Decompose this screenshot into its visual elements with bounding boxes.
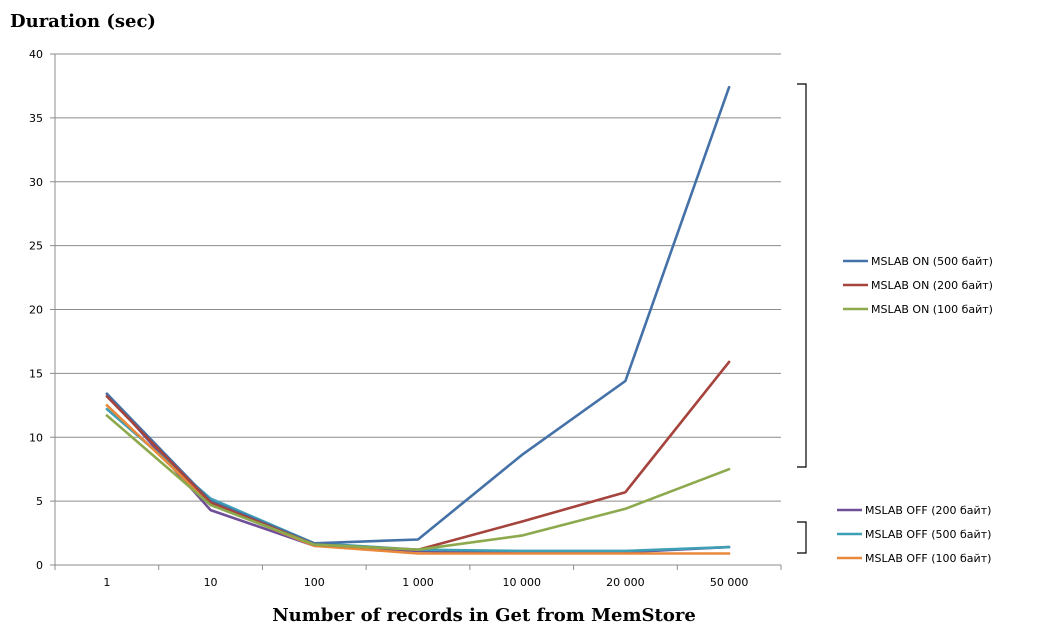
series-line [105, 392, 731, 554]
legend-label: MSLAB OFF (500 байт) [865, 528, 991, 541]
legend-label: MSLAB ON (200 байт) [871, 279, 993, 292]
y-tick-label: 40 [29, 48, 43, 61]
x-tick-label: 1 [103, 576, 110, 589]
legend-label: MSLAB OFF (200 байт) [865, 504, 991, 517]
x-tick-label: 1 000 [402, 576, 434, 589]
legend: MSLAB ON (500 байт) MSLAB ON (200 байт) MS… [837, 255, 993, 565]
legend-label: MSLAB ON (100 байт) [871, 303, 993, 316]
y-tick-label: 25 [29, 240, 43, 253]
series-line [105, 85, 731, 545]
legend-label: MSLAB ON (500 байт) [871, 255, 993, 268]
series-line [105, 360, 731, 552]
bracket [797, 521, 807, 554]
x-tick-label: 20 000 [606, 576, 645, 589]
x-tick-label: 50 000 [710, 576, 749, 589]
y-tick-label: 30 [29, 176, 43, 189]
x-axis-title: Number of records in Get from MemStore [272, 605, 696, 626]
x-tick-labels: 1 10 100 1 000 10 000 20 000 50 000 [103, 576, 748, 589]
y-tick-label: 15 [29, 367, 43, 380]
y-tick-label: 10 [29, 431, 43, 444]
y-tick-label: 35 [29, 112, 43, 125]
y-tick-label: 0 [36, 559, 43, 572]
legend-label: MSLAB OFF (100 байт) [865, 552, 991, 565]
y-tick-label: 5 [36, 495, 43, 508]
legend-brackets [797, 83, 807, 554]
bracket [797, 83, 807, 468]
x-tick-label: 10 [204, 576, 218, 589]
x-tick-label: 100 [304, 576, 325, 589]
y-tick-labels: 0 5 10 15 20 25 30 35 40 [29, 48, 43, 572]
gridlines [55, 53, 781, 502]
axes [50, 53, 782, 570]
series-line [105, 414, 731, 552]
x-tick-label: 10 000 [502, 576, 541, 589]
y-axis-title: Duration (sec) [10, 11, 156, 32]
y-tick-label: 20 [29, 304, 43, 317]
series-lines [105, 85, 731, 555]
